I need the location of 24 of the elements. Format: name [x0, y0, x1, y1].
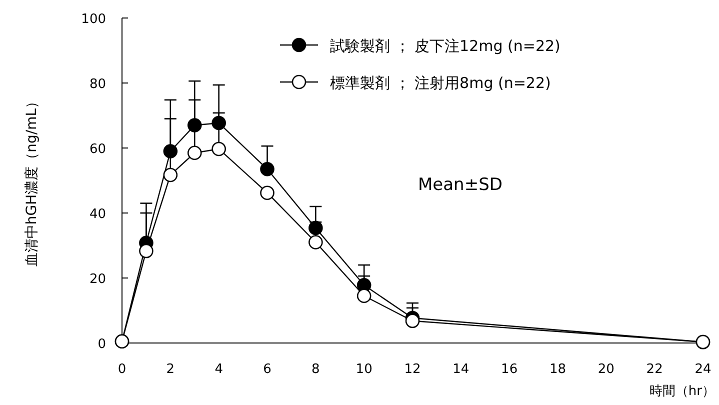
y-tick-label: 60 — [89, 142, 106, 157]
x-tick-label: 10 — [356, 362, 372, 377]
x-tick-label: 14 — [452, 362, 470, 377]
x-tick-label: 22 — [646, 362, 663, 377]
y-axis-title: 血清中hGH濃度（ng/mL） — [24, 94, 40, 267]
legend-label: 標準製剤 ； 注射用8mg (n=22) — [330, 74, 551, 92]
x-tick-label: 8 — [312, 362, 320, 377]
x-tick-label: 2 — [166, 362, 175, 377]
x-tick-label: 18 — [549, 362, 566, 377]
legend-label: 試験製剤 ； 皮下注12mg (n=22) — [330, 37, 560, 55]
y-tick-label: 0 — [98, 337, 106, 352]
x-tick-label: 20 — [598, 362, 614, 377]
x-tick-label: 0 — [118, 362, 126, 377]
x-tick-label: 12 — [404, 362, 421, 377]
y-tick-label: 80 — [89, 77, 106, 92]
y-tick-label: 100 — [81, 12, 106, 27]
y-tick-label: 40 — [89, 207, 106, 222]
x-axis-title: 時間（hr） — [649, 384, 715, 399]
x-tick-label: 4 — [214, 362, 223, 377]
y-tick-label: 20 — [89, 272, 106, 287]
annotation: Mean±SD — [418, 175, 502, 195]
x-tick-label: 16 — [501, 362, 518, 377]
x-tick-label: 24 — [694, 362, 712, 377]
x-tick-label: 6 — [263, 362, 272, 377]
